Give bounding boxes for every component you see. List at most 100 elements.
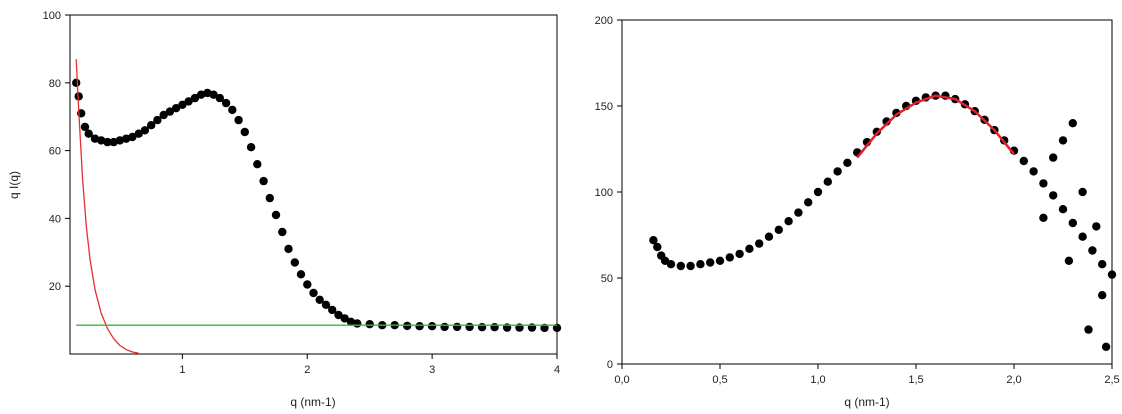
- data-point: [1039, 179, 1048, 188]
- data-point: [328, 305, 337, 315]
- data-point: [309, 288, 318, 298]
- data-point: [1029, 167, 1038, 176]
- y-tick-label: 200: [595, 15, 613, 27]
- x-tick-label: 2,0: [1006, 374, 1021, 386]
- data-point: [221, 98, 231, 108]
- data-point: [764, 232, 774, 241]
- data-point: [653, 242, 662, 252]
- data-point: [1078, 232, 1087, 241]
- data-point: [1088, 246, 1097, 255]
- data-point: [813, 187, 823, 197]
- data-point: [84, 129, 93, 138]
- data-point: [1049, 153, 1058, 162]
- data-point: [340, 314, 349, 323]
- data-point: [477, 323, 487, 332]
- data-point: [1092, 222, 1101, 231]
- data-point: [706, 258, 715, 267]
- y-tick-label: 0: [607, 359, 613, 371]
- left-y-axis-title: q I(q): [7, 171, 21, 199]
- data-point: [234, 115, 243, 125]
- data-point: [1039, 213, 1048, 222]
- data-point: [649, 236, 658, 245]
- data-point: [80, 122, 90, 132]
- data-point: [784, 217, 793, 226]
- data-point: [666, 260, 676, 269]
- y-tick-label: 80: [49, 78, 61, 90]
- left-ticks: 1 2 3 4 20 40 60 80 100: [43, 10, 560, 376]
- data-point: [686, 261, 695, 271]
- data-point: [209, 90, 218, 99]
- data-point: [215, 93, 224, 103]
- data-point: [271, 210, 281, 220]
- data-point: [265, 193, 274, 203]
- data-point: [1064, 256, 1074, 265]
- data-point: [1058, 205, 1068, 214]
- data-point: [159, 110, 168, 120]
- y-tick-label: 150: [595, 101, 613, 113]
- data-point: [440, 322, 449, 332]
- data-point: [1068, 218, 1078, 228]
- data-point: [823, 177, 832, 186]
- data-point: [165, 107, 175, 116]
- y-tick-label: 100: [43, 10, 61, 22]
- x-tick-label: 4: [554, 364, 560, 376]
- data-point: [240, 127, 249, 137]
- data-point: [1107, 270, 1117, 279]
- x-tick-label: 1,0: [810, 374, 825, 386]
- right-ticks: 0,0 0,5 1,0 1,5 2,0 2,5 0 50 100 150 200: [595, 15, 1120, 386]
- data-point: [725, 253, 734, 262]
- data-point: [140, 126, 150, 135]
- data-point: [696, 260, 705, 269]
- x-tick-label: 1,5: [908, 374, 923, 386]
- data-point: [365, 320, 374, 329]
- y-tick-label: 20: [49, 281, 61, 293]
- data-point: [334, 310, 343, 320]
- data-point: [178, 100, 187, 110]
- y-tick-label: 100: [595, 187, 613, 199]
- y-tick-label: 60: [49, 146, 61, 158]
- left-x-axis-title: q (nm-1): [290, 395, 335, 409]
- data-point: [833, 167, 842, 176]
- series-line-1: [856, 94, 1015, 159]
- left-plot-frame: [69, 14, 558, 355]
- data-point: [1049, 191, 1058, 200]
- data-point: [74, 92, 83, 101]
- data-point: [259, 176, 268, 186]
- series-scatter-0: [649, 91, 1117, 351]
- data-point: [284, 244, 293, 254]
- chart-right: 0,0 0,5 1,0 1,5 2,0 2,5 0 50 100 150 200 q (nm-1): [595, 15, 1120, 409]
- data-point: [153, 115, 162, 125]
- data-point: [253, 160, 262, 169]
- chart-left: 1 2 3 4 20 40 60 80 100 q (nm-1) q I(q): [7, 10, 562, 409]
- right-series: [649, 91, 1117, 351]
- data-point: [171, 104, 181, 113]
- data-point: [804, 198, 813, 207]
- data-point: [1098, 291, 1107, 300]
- x-tick-label: 2: [304, 364, 310, 376]
- y-tick-label: 40: [49, 213, 61, 225]
- data-point: [1084, 325, 1093, 334]
- x-tick-label: 3: [429, 364, 435, 376]
- data-point: [184, 97, 193, 106]
- data-point: [745, 244, 754, 253]
- data-point: [403, 321, 412, 331]
- data-point: [774, 225, 783, 234]
- data-point: [1058, 136, 1068, 145]
- data-point: [715, 256, 725, 265]
- data-point: [278, 227, 287, 237]
- data-point: [228, 105, 237, 115]
- data-point: [303, 280, 312, 289]
- data-point: [1019, 156, 1028, 166]
- data-point: [115, 136, 125, 145]
- data-point: [1098, 260, 1107, 269]
- data-point: [72, 78, 81, 88]
- data-point: [794, 208, 803, 217]
- y-tick-label: 50: [601, 273, 613, 285]
- data-point: [97, 136, 106, 145]
- data-point: [465, 322, 474, 332]
- data-point: [296, 270, 306, 279]
- data-point: [1078, 187, 1087, 197]
- data-point: [103, 137, 112, 147]
- right-x-axis-title: q (nm-1): [844, 395, 889, 409]
